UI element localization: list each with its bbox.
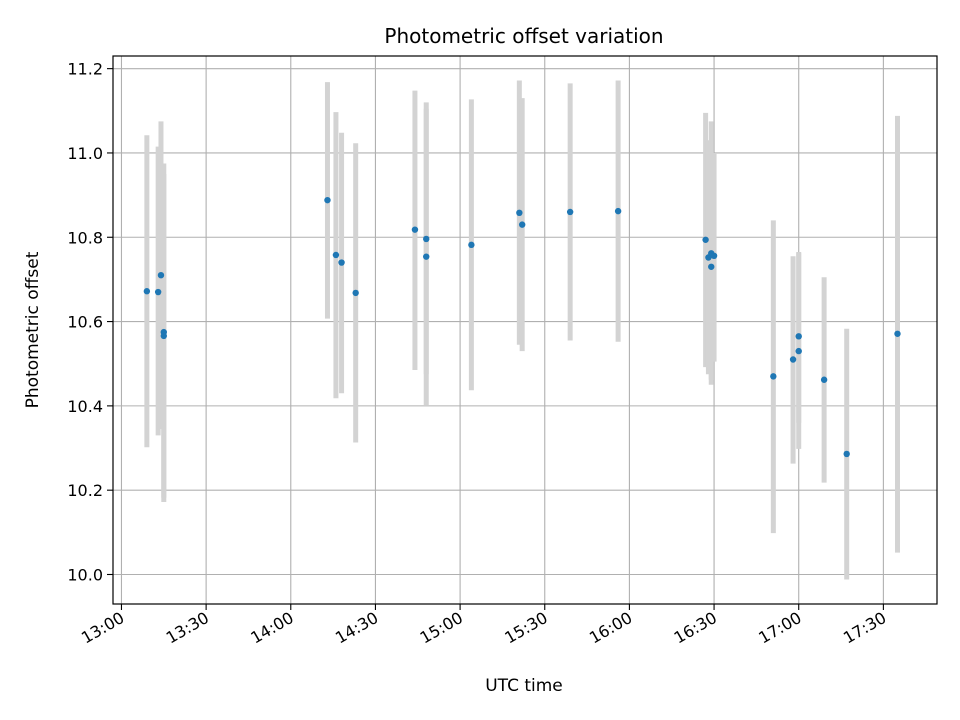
data-point [518, 221, 526, 228]
y-tick-label: 11.2 [67, 60, 103, 79]
data-point [324, 196, 331, 204]
chart-title: Photometric offset variation [384, 24, 663, 48]
data-point [468, 241, 475, 249]
data-point [157, 272, 165, 279]
data-point [795, 333, 802, 340]
y-tick-label: 10.2 [67, 481, 103, 500]
data-point [143, 288, 151, 295]
y-tick-label: 10.6 [67, 313, 103, 332]
y-tick-label: 10.0 [67, 565, 103, 584]
x-axis-title: UTC time [485, 676, 563, 696]
data-point [160, 332, 167, 340]
data-point [154, 288, 162, 296]
plot-frame [112, 55, 938, 605]
data-point [516, 209, 523, 217]
y-tick-label: 10.4 [67, 397, 103, 416]
y-axis: 10.0 10.2 10.4 10.6 10.8 11.0 11.2 [67, 60, 113, 584]
data-point [614, 207, 622, 215]
y-tick-label: 10.8 [67, 228, 103, 247]
data-point [411, 226, 419, 233]
data-point [894, 330, 901, 337]
data-point [770, 373, 777, 380]
data-point [566, 208, 574, 216]
data-point [795, 347, 802, 355]
data-point [789, 356, 797, 363]
data-points [143, 196, 901, 458]
data-point [338, 259, 345, 266]
data-point [332, 251, 340, 259]
data-point [352, 289, 359, 297]
y-tick-label: 11.0 [67, 144, 103, 163]
data-point [423, 253, 430, 260]
data-point [423, 235, 430, 243]
data-point [843, 450, 850, 458]
y-axis-title: Photometric offset [23, 251, 43, 408]
data-point [708, 263, 715, 270]
data-point [820, 376, 828, 383]
data-point [710, 252, 718, 260]
data-point [702, 236, 709, 243]
